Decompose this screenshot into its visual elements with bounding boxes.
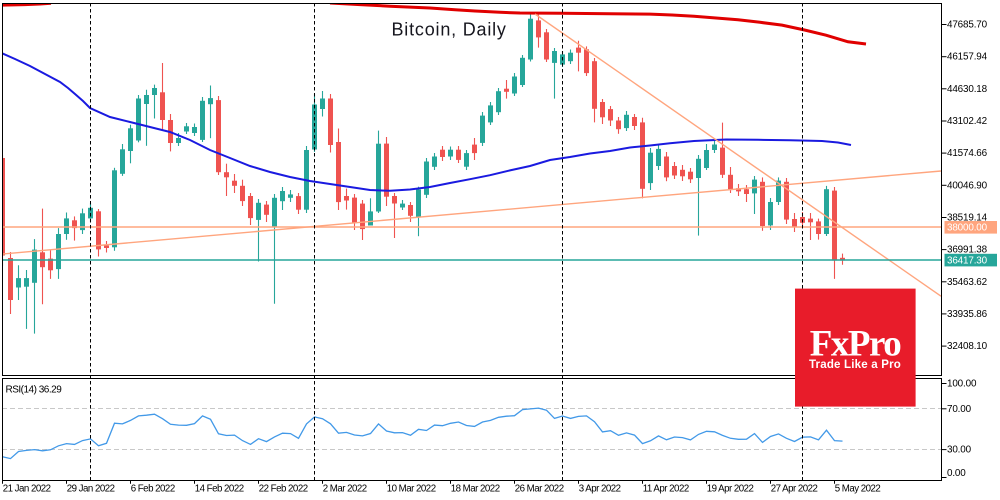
- svg-text:11 Apr 2022: 11 Apr 2022: [643, 484, 689, 495]
- svg-text:18 Mar 2022: 18 Mar 2022: [451, 484, 500, 495]
- svg-text:19 Apr 2022: 19 Apr 2022: [707, 484, 754, 495]
- svg-text:27 Apr 2022: 27 Apr 2022: [771, 484, 818, 495]
- svg-text:38000.00: 38000.00: [947, 223, 988, 234]
- svg-text:47685.70: 47685.70: [947, 20, 988, 31]
- svg-text:41574.66: 41574.66: [947, 148, 988, 159]
- svg-text:33935.86: 33935.86: [947, 309, 988, 320]
- svg-text:21 Jan 2022: 21 Jan 2022: [3, 484, 51, 495]
- svg-text:14 Feb 2022: 14 Feb 2022: [195, 484, 244, 495]
- svg-text:26 Mar 2022: 26 Mar 2022: [515, 484, 564, 495]
- svg-text:40046.90: 40046.90: [947, 180, 988, 191]
- svg-text:Bitcoin, Daily: Bitcoin, Daily: [392, 19, 507, 39]
- svg-text:70.00: 70.00: [947, 404, 972, 415]
- svg-text:35463.62: 35463.62: [947, 277, 987, 288]
- svg-text:FxPro: FxPro: [810, 324, 901, 365]
- svg-text:36417.30: 36417.30: [947, 256, 988, 267]
- svg-text:32408.10: 32408.10: [947, 341, 988, 352]
- svg-text:36991.38: 36991.38: [947, 245, 988, 256]
- svg-text:30.00: 30.00: [947, 445, 972, 456]
- svg-text:100.00: 100.00: [947, 379, 977, 390]
- svg-text:2 Mar 2022: 2 Mar 2022: [323, 484, 367, 495]
- svg-text:10 Mar 2022: 10 Mar 2022: [387, 484, 436, 495]
- svg-text:Trade Like a Pro: Trade Like a Pro: [809, 359, 901, 371]
- svg-text:22 Feb 2022: 22 Feb 2022: [259, 484, 308, 495]
- svg-text:5 May 2022: 5 May 2022: [835, 484, 881, 495]
- svg-text:43102.42: 43102.42: [947, 116, 987, 127]
- svg-text:RSI(14) 36.29: RSI(14) 36.29: [6, 385, 63, 396]
- svg-text:29 Jan 2022: 29 Jan 2022: [67, 484, 115, 495]
- svg-text:0.00: 0.00: [947, 468, 966, 479]
- svg-text:6 Feb 2022: 6 Feb 2022: [131, 484, 175, 495]
- svg-text:38519.14: 38519.14: [947, 213, 988, 224]
- svg-text:3 Apr 2022: 3 Apr 2022: [579, 484, 621, 495]
- svg-text:44630.18: 44630.18: [947, 84, 988, 95]
- svg-text:46157.94: 46157.94: [947, 52, 988, 63]
